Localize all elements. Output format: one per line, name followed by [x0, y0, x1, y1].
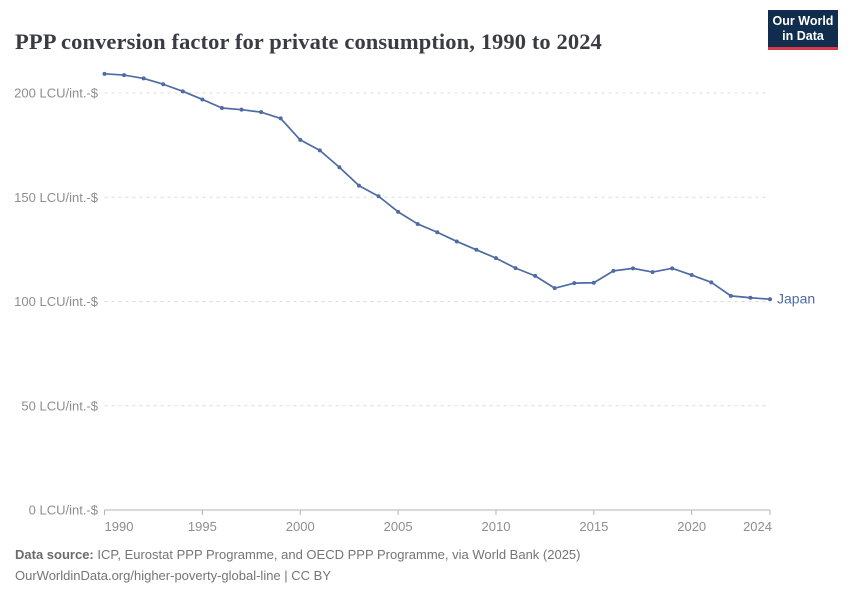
data-point — [533, 273, 538, 278]
series-label-japan[interactable]: Japan — [777, 291, 815, 307]
data-source-label: Data source: — [15, 547, 94, 562]
y-tick-label: 200 LCU/int.-$ — [14, 86, 99, 101]
data-point — [102, 71, 107, 76]
data-point — [122, 73, 127, 78]
data-point — [317, 148, 322, 153]
data-point — [415, 221, 420, 226]
owid-logo-line-1: Our World — [772, 14, 834, 28]
data-point — [768, 297, 772, 302]
japan-line — [104, 72, 771, 301]
data-point — [219, 106, 224, 111]
license-link[interactable]: CC BY — [291, 568, 332, 583]
data-point — [200, 97, 205, 102]
data-point — [689, 273, 694, 278]
footer-separator: | — [280, 568, 292, 583]
data-point — [298, 137, 303, 142]
data-point — [493, 256, 498, 261]
owid-logo[interactable]: Our World in Data — [768, 10, 838, 50]
data-point — [141, 76, 146, 81]
data-source-line: Data source: ICP, Eurostat PPP Programme… — [15, 544, 581, 565]
y-tick-label: 0 LCU/int.-$ — [29, 503, 99, 518]
y-tick-label: 50 LCU/int.-$ — [21, 398, 98, 413]
data-point — [337, 165, 342, 170]
page-title: PPP conversion factor for private consum… — [15, 29, 602, 55]
data-point — [513, 266, 518, 271]
data-point — [278, 116, 283, 121]
data-point — [376, 194, 381, 199]
data-point — [474, 247, 479, 252]
owid-url-link[interactable]: OurWorldinData.org/higher-poverty-global… — [15, 568, 281, 583]
data-point — [611, 268, 616, 273]
y-tick-label: 100 LCU/int.-$ — [14, 294, 99, 309]
x-tick-label: 2005 — [384, 519, 413, 534]
chart-footer: Data source: ICP, Eurostat PPP Programme… — [15, 544, 581, 586]
x-tick-label: 2010 — [482, 519, 511, 534]
data-point — [572, 281, 577, 286]
x-tick-label: 1995 — [188, 519, 217, 534]
data-point — [454, 239, 459, 244]
x-tick-label: 2024 — [743, 519, 772, 534]
x-tick-label: 2000 — [286, 519, 315, 534]
data-point — [748, 295, 753, 300]
data-point — [180, 89, 185, 94]
data-point — [435, 230, 440, 235]
data-point — [728, 293, 733, 298]
x-tick-label: 2015 — [579, 519, 608, 534]
data-point — [396, 209, 401, 214]
data-point — [650, 270, 655, 275]
x-tick-label: 1990 — [105, 519, 134, 534]
data-point — [259, 110, 264, 115]
data-point — [591, 280, 596, 285]
data-point — [670, 266, 675, 271]
owid-logo-line-2: in Data — [782, 29, 824, 43]
attribution-line: OurWorldinData.org/higher-poverty-global… — [15, 565, 581, 586]
x-tick-label: 2020 — [677, 519, 706, 534]
y-tick-label: 150 LCU/int.-$ — [14, 190, 99, 205]
data-point — [552, 286, 557, 291]
data-point — [630, 266, 635, 271]
data-source-text: ICP, Eurostat PPP Programme, and OECD PP… — [93, 547, 581, 562]
data-point — [356, 183, 361, 188]
data-point — [161, 82, 166, 87]
data-point — [239, 107, 244, 112]
data-point — [709, 280, 714, 285]
